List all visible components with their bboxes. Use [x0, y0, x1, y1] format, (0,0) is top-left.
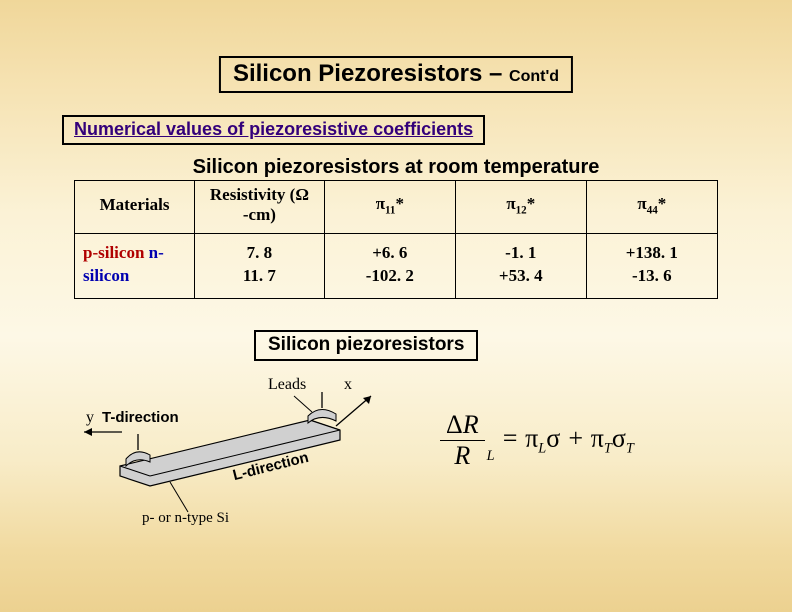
title-main: Silicon Piezoresistors –: [233, 60, 509, 87]
cell-materials: p-silicon n-silicon: [75, 234, 195, 299]
table-data-row: p-silicon n-silicon 7. 8 11. 7 +6. 6 -10…: [75, 234, 718, 299]
equation: ΔR R L = πLσ + πTσT: [440, 410, 634, 471]
table-header-row: Materials Resistivity (Ω -cm) π11* π12* …: [75, 181, 718, 234]
header-pi11: π11*: [324, 181, 455, 234]
header-materials: Materials: [75, 181, 195, 234]
piezoresistor-diagram: Leads x y T-direction L-direction p- or …: [80, 370, 410, 540]
section2-title: Silicon piezoresistors: [254, 330, 478, 361]
cell-pi11: +6. 6 -102. 2: [324, 234, 455, 299]
subheading: Numerical values of piezoresistive coeff…: [62, 115, 485, 145]
t-direction-label: T-direction: [102, 409, 179, 426]
y-label: y: [86, 409, 94, 427]
coefficients-table: Materials Resistivity (Ω -cm) π11* π12* …: [74, 180, 718, 299]
cell-pi12: -1. 1 +53. 4: [455, 234, 586, 299]
table-title: Silicon piezoresistors at room temperatu…: [0, 156, 792, 179]
si-type-label: p- or n-type Si: [142, 510, 229, 527]
slide-title: Silicon Piezoresistors – Cont'd: [219, 56, 573, 93]
cell-resistivity: 7. 8 11. 7: [195, 234, 325, 299]
fraction: ΔR R: [440, 410, 485, 471]
x-label: x: [344, 376, 352, 394]
leads-label: Leads: [268, 376, 306, 394]
header-pi12: π12*: [455, 181, 586, 234]
title-sub: Cont'd: [509, 68, 559, 85]
diagram-svg: [80, 370, 410, 540]
cell-pi44: +138. 1 -13. 6: [586, 234, 717, 299]
header-pi44: π44*: [586, 181, 717, 234]
header-resistivity: Resistivity (Ω -cm): [195, 181, 325, 234]
